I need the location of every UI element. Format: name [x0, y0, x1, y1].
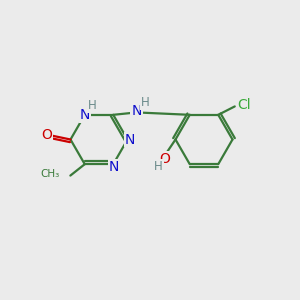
Text: N: N — [125, 133, 135, 146]
Text: H: H — [88, 99, 97, 112]
Text: O: O — [41, 128, 52, 142]
Text: H: H — [141, 96, 149, 109]
Text: O: O — [159, 152, 170, 166]
Text: N: N — [131, 104, 142, 118]
Text: Cl: Cl — [237, 98, 250, 112]
Text: N: N — [109, 160, 119, 174]
Text: H: H — [154, 160, 163, 173]
Text: CH₃: CH₃ — [40, 169, 60, 179]
Text: N: N — [80, 108, 90, 122]
